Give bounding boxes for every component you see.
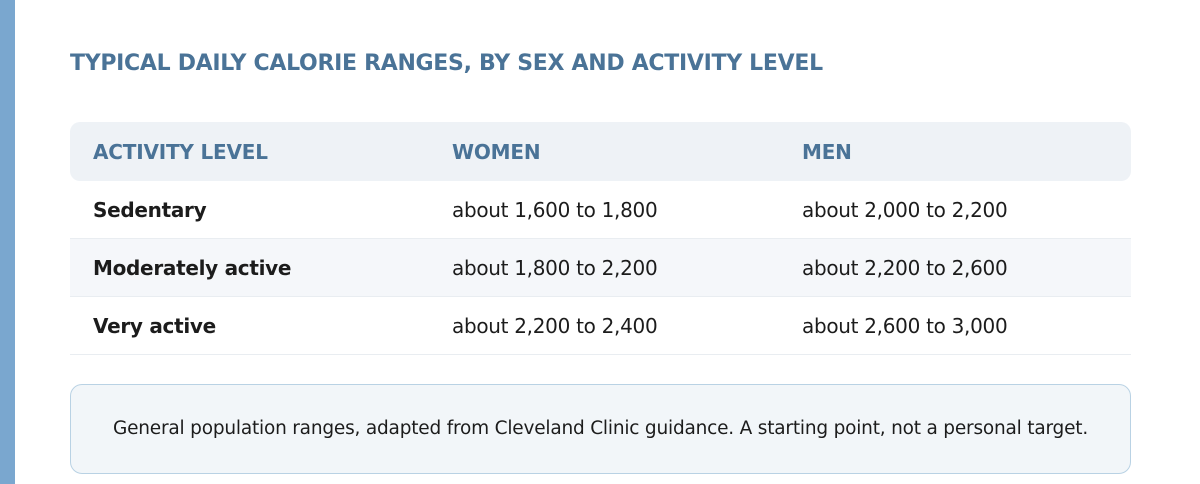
header-men: MEN [802, 139, 852, 164]
men-cell: about 2,600 to 3,000 [802, 313, 1008, 338]
section-title: TYPICAL DAILY CALORIE RANGES, BY SEX AND… [70, 51, 823, 76]
women-cell: about 1,600 to 1,800 [452, 197, 658, 222]
table-row: Sedentary about 1,600 to 1,800 about 2,0… [70, 181, 1131, 239]
table-header: ACTIVITY LEVEL WOMEN MEN [70, 122, 1131, 181]
men-cell: about 2,000 to 2,200 [802, 197, 1008, 222]
activity-cell: Moderately active [93, 255, 292, 280]
women-cell: about 1,800 to 2,200 [452, 255, 658, 280]
accent-sidebar-bar [0, 0, 15, 484]
header-activity-level: ACTIVITY LEVEL [93, 139, 268, 164]
women-cell: about 2,200 to 2,400 [452, 313, 658, 338]
table-row: Moderately active about 1,800 to 2,200 a… [70, 239, 1131, 297]
activity-cell: Sedentary [93, 197, 207, 222]
source-note-box: General population ranges, adapted from … [70, 384, 1131, 474]
source-note-text: General population ranges, adapted from … [112, 418, 1089, 439]
header-women: WOMEN [452, 139, 541, 164]
activity-cell: Very active [93, 313, 216, 338]
men-cell: about 2,200 to 2,600 [802, 255, 1008, 280]
table-row: Very active about 2,200 to 2,400 about 2… [70, 297, 1131, 355]
calorie-table: ACTIVITY LEVEL WOMEN MEN Sedentary about… [70, 122, 1131, 355]
